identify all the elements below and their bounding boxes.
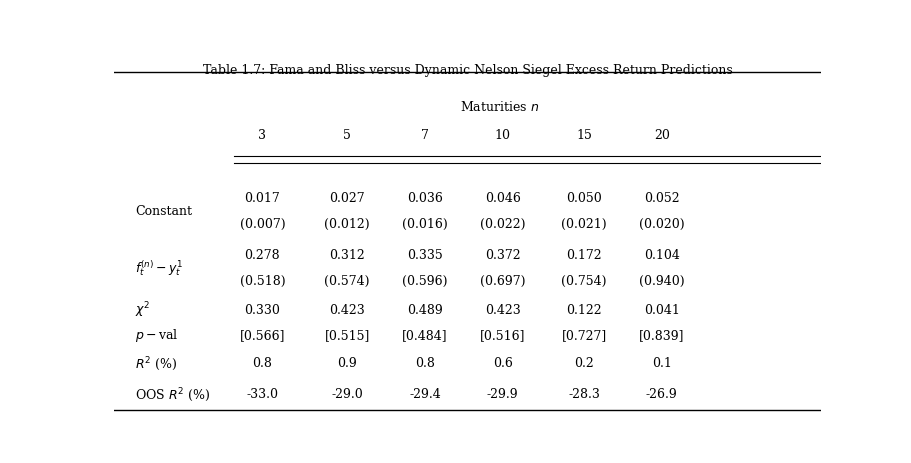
Text: 0.036: 0.036 [406,192,443,205]
Text: 0.172: 0.172 [566,249,601,262]
Text: $R^2$ (%): $R^2$ (%) [135,355,177,373]
Text: 0.278: 0.278 [244,249,280,262]
Text: Constant: Constant [135,205,192,218]
Text: [0.516]: [0.516] [479,329,525,342]
Text: [0.839]: [0.839] [639,329,684,342]
Text: -28.3: -28.3 [568,388,599,401]
Text: (0.754): (0.754) [560,275,606,288]
Text: [0.484]: [0.484] [402,329,447,342]
Text: $p-$val: $p-$val [135,327,179,344]
Text: 0.1: 0.1 [651,357,671,370]
Text: 15: 15 [576,129,591,142]
Text: 0.8: 0.8 [415,357,435,370]
Text: 0.330: 0.330 [244,304,280,317]
Text: 0.335: 0.335 [406,249,443,262]
Text: 0.046: 0.046 [485,192,520,205]
Text: 0.052: 0.052 [643,192,679,205]
Text: [0.566]: [0.566] [240,329,285,342]
Text: 0.423: 0.423 [329,304,364,317]
Text: (0.697): (0.697) [479,275,525,288]
Text: 0.8: 0.8 [252,357,272,370]
Text: 0.041: 0.041 [643,304,679,317]
Text: 0.122: 0.122 [566,304,601,317]
Text: (0.012): (0.012) [324,219,370,232]
Text: 10: 10 [494,129,510,142]
Text: 0.050: 0.050 [566,192,601,205]
Text: 0.104: 0.104 [643,249,679,262]
Text: (0.016): (0.016) [402,219,447,232]
Text: Maturities $n$: Maturities $n$ [459,100,538,114]
Text: (0.940): (0.940) [639,275,684,288]
Text: $\chi^2$: $\chi^2$ [135,300,150,320]
Text: 7: 7 [421,129,428,142]
Text: (0.021): (0.021) [560,219,606,232]
Text: OOS $R^2$ (%): OOS $R^2$ (%) [135,386,210,404]
Text: -29.9: -29.9 [486,388,518,401]
Text: $f_t^{(n)} - y_t^1$: $f_t^{(n)} - y_t^1$ [135,259,183,278]
Text: -26.9: -26.9 [645,388,677,401]
Text: -29.0: -29.0 [331,388,363,401]
Text: 0.027: 0.027 [329,192,364,205]
Text: 0.2: 0.2 [574,357,593,370]
Text: 0.489: 0.489 [406,304,443,317]
Text: (0.022): (0.022) [479,219,525,232]
Text: [0.515]: [0.515] [324,329,370,342]
Text: 0.372: 0.372 [485,249,520,262]
Text: (0.007): (0.007) [240,219,285,232]
Text: 0.017: 0.017 [244,192,280,205]
Text: (0.596): (0.596) [402,275,447,288]
Text: (0.574): (0.574) [324,275,370,288]
Text: 0.423: 0.423 [485,304,520,317]
Text: [0.727]: [0.727] [561,329,606,342]
Text: 0.6: 0.6 [492,357,512,370]
Text: (0.020): (0.020) [639,219,684,232]
Text: 0.312: 0.312 [329,249,364,262]
Text: 3: 3 [258,129,266,142]
Text: 0.9: 0.9 [337,357,357,370]
Text: 5: 5 [343,129,351,142]
Text: -29.4: -29.4 [409,388,440,401]
Text: (0.518): (0.518) [240,275,285,288]
Text: 20: 20 [653,129,669,142]
Text: Table 1.7: Fama and Bliss versus Dynamic Nelson Siegel Excess Return Predictions: Table 1.7: Fama and Bliss versus Dynamic… [202,64,732,77]
Text: -33.0: -33.0 [246,388,278,401]
